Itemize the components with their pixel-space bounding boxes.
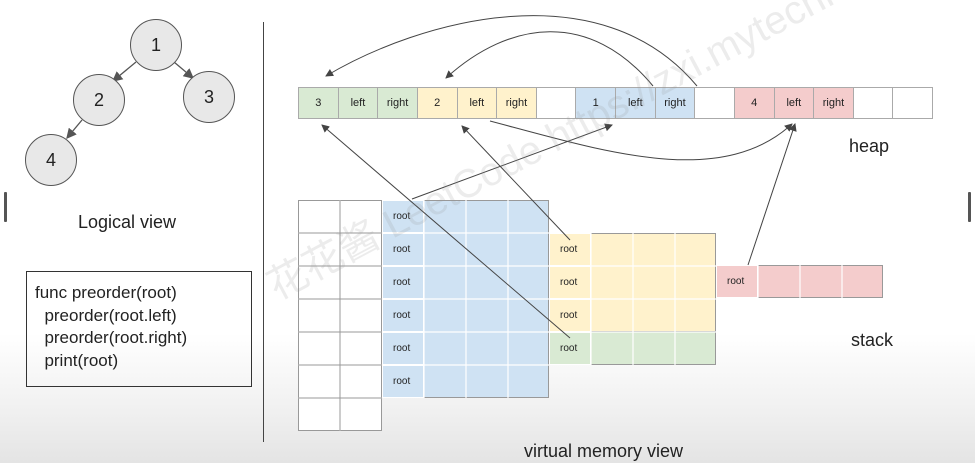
arrow-stack-to-1: [411, 123, 613, 200]
heap-cell: 3: [298, 87, 339, 119]
stack-root-label: root: [382, 332, 424, 365]
heap-cell: left: [773, 87, 815, 119]
heap-cell: 1: [575, 87, 616, 119]
arrow-stack-to-2: [461, 125, 571, 241]
section-divider: [263, 22, 264, 442]
heap-cell: 4: [733, 87, 775, 119]
stack-root-label: root: [549, 266, 591, 299]
code-line-4: print(root): [35, 350, 119, 370]
stack-root-label: root: [382, 233, 424, 266]
edge-1-2: [111, 61, 137, 82]
tree-node-3: 3: [183, 71, 235, 123]
left-scroll-marker: [4, 192, 7, 222]
code-line-2: preorder(root.left): [35, 305, 177, 325]
heap-cell: right: [813, 87, 854, 119]
heap-row: 3 left right 2 left right 1 left right 4 left right: [298, 87, 933, 119]
edge-2-4: [66, 119, 83, 139]
heap-cell: [535, 87, 577, 119]
stack-root-label: root: [382, 200, 424, 233]
tree-node-1: 1: [130, 19, 182, 71]
arrow-stack-to-4: [747, 123, 797, 266]
stack-label: stack: [851, 330, 894, 350]
stack-root-label: root: [549, 332, 591, 365]
right-scroll-marker: [968, 192, 971, 222]
arrow-1-left-to-2: [445, 31, 654, 87]
heap-cell: right: [654, 87, 696, 119]
stack-root-label: root: [382, 299, 424, 332]
logical-view-caption: Logical view: [78, 212, 177, 232]
edge-1-3: [173, 61, 194, 79]
heap-cell: right: [496, 87, 537, 119]
code-box: func preorder(root) preorder(root.left) …: [26, 271, 252, 387]
stack-root-label: root: [549, 233, 591, 266]
heap-cell: left: [615, 87, 656, 119]
stack-root-label: root: [716, 265, 758, 298]
heap-cell: [892, 87, 933, 119]
heap-label: heap: [849, 136, 890, 156]
tree-node-4: 4: [25, 134, 77, 186]
stack-root-label: root: [382, 365, 424, 398]
stack-root-label: root: [549, 299, 591, 332]
arrow-1-right-to-3: [325, 15, 698, 87]
memory-view-caption: virtual memory view: [524, 441, 684, 461]
arrow-2-left-to-4: [489, 120, 793, 161]
code-line-1: func preorder(root): [35, 283, 177, 302]
arrow-stack-to-3: [321, 124, 571, 339]
tree-node-2: 2: [73, 74, 125, 126]
stack-root-label: root: [382, 266, 424, 299]
code-line-3: preorder(root.right): [35, 328, 188, 347]
heap-cell: 2: [416, 87, 458, 119]
